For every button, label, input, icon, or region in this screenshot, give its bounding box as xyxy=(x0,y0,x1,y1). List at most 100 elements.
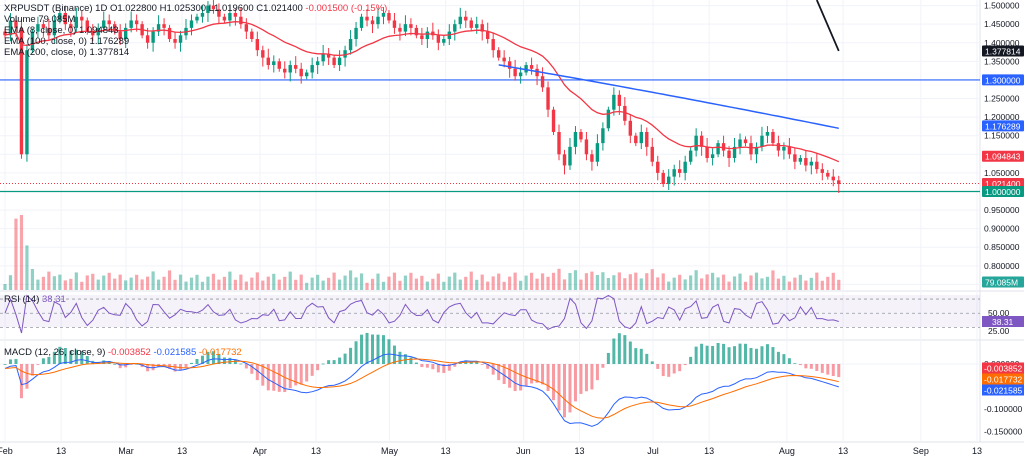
macd-histogram-bar xyxy=(552,364,556,401)
macd-histogram-bar xyxy=(113,363,117,365)
volume-bar xyxy=(195,274,199,290)
candle-body xyxy=(354,27,358,40)
volume-bar xyxy=(497,273,501,290)
macd-histogram-bar xyxy=(233,359,237,364)
macd-histogram-bar xyxy=(277,364,281,392)
volume-bar xyxy=(321,280,325,290)
volume-bar xyxy=(667,281,671,290)
macd-histogram-bar xyxy=(200,355,204,364)
macd-histogram-bar xyxy=(700,343,704,364)
candle-body xyxy=(315,61,320,66)
volume-bar xyxy=(694,270,698,290)
volume-bar xyxy=(716,277,720,290)
macd-histogram-bar xyxy=(376,334,380,364)
volume-bar xyxy=(793,277,797,290)
volume-bar xyxy=(189,277,194,290)
volume-bar xyxy=(831,272,835,290)
rsi-legend: RSI (14) 38.31 xyxy=(4,294,66,305)
volume-bar xyxy=(617,272,621,290)
volume-bar xyxy=(222,276,227,290)
candle-body xyxy=(579,131,583,140)
candle-body xyxy=(804,158,808,166)
rsi-tag xyxy=(982,316,1024,328)
macd-histogram-bar xyxy=(30,364,34,376)
candle-body xyxy=(134,20,139,25)
volume-bar xyxy=(63,280,67,290)
candle-body xyxy=(650,146,654,162)
volume-bar xyxy=(721,274,726,290)
x-tick-label: 13 xyxy=(56,446,66,456)
candle-body xyxy=(798,158,803,162)
price-tag-label: 1.300000 xyxy=(985,75,1021,85)
macd-histogram-bar xyxy=(69,350,73,364)
candle-body xyxy=(113,24,117,32)
macd-histogram-bar xyxy=(8,359,12,364)
candle-body xyxy=(656,161,660,173)
candle-body xyxy=(156,24,161,32)
macd-histogram-bar xyxy=(541,364,545,385)
symbol-readout: XRPUSDT (Binance) 1D O1.022800 H1.025300… xyxy=(4,3,387,14)
rsi-tick-label: 50.00 xyxy=(988,308,1010,318)
volume-bar xyxy=(557,268,561,290)
volume-bar xyxy=(727,281,731,290)
macd-histogram-bar xyxy=(590,364,594,390)
macd-histogram-bar xyxy=(25,364,29,389)
macd-histogram-bar xyxy=(447,364,451,371)
volume-bar xyxy=(502,281,506,290)
macd-histogram-bar xyxy=(222,357,226,364)
macd-histogram-bar xyxy=(491,364,495,375)
price-tick-label: 1.400000 xyxy=(984,38,1020,48)
candle-body xyxy=(370,20,375,25)
macd-histogram-bar xyxy=(722,343,726,364)
volume-bar xyxy=(233,279,237,290)
macd-histogram-bar xyxy=(294,364,298,386)
candle-body xyxy=(628,120,633,136)
x-tick-label: 13 xyxy=(177,446,187,456)
macd-histogram-bar xyxy=(480,364,484,365)
macd-tag xyxy=(982,362,1024,374)
macd-tag-label: -0.003852 xyxy=(984,364,1023,374)
macd-histogram-bar xyxy=(826,364,830,375)
x-tick-label: Mar xyxy=(118,446,134,456)
volume-bar xyxy=(156,279,161,290)
macd-histogram-bar xyxy=(760,346,764,364)
price-tick-label: 1.150000 xyxy=(984,131,1020,141)
macd-histogram-bar xyxy=(266,364,270,391)
volume-bar xyxy=(573,270,578,290)
macd-histogram-bar xyxy=(711,346,715,364)
candle-body xyxy=(639,131,643,144)
macd-histogram-bar xyxy=(804,364,808,369)
volume-bar xyxy=(146,276,150,290)
macd-histogram-bar xyxy=(754,348,758,364)
macd-histogram-bar xyxy=(244,364,248,369)
candle-body xyxy=(217,9,221,17)
candle-body xyxy=(776,143,781,151)
candle-body xyxy=(189,20,194,28)
candle-body xyxy=(540,76,545,88)
volume-bar xyxy=(683,279,687,290)
macd-histogram-bar xyxy=(19,364,23,399)
macd-histogram-bar xyxy=(727,347,731,364)
candle-body xyxy=(436,35,441,43)
macd-histogram-bar xyxy=(36,364,40,365)
macd-histogram-bar xyxy=(815,364,819,371)
macd-histogram-bar xyxy=(716,343,720,364)
candle-body xyxy=(359,16,364,28)
candle-body xyxy=(392,20,397,28)
price-tick-label: 1.350000 xyxy=(984,56,1020,66)
macd-histogram-bar xyxy=(14,359,18,364)
volume-bar xyxy=(820,280,824,290)
volume-bar xyxy=(524,275,528,290)
candle-body xyxy=(19,27,24,155)
candle-body xyxy=(634,135,638,144)
price-tag xyxy=(982,276,1024,288)
macd-histogram-bar xyxy=(508,364,512,388)
candle-body xyxy=(809,161,814,166)
volume-bar xyxy=(91,273,95,290)
volume-bar xyxy=(365,282,369,290)
legend-ema8: EMA (8, close, 0) 1.094843 xyxy=(4,25,119,36)
candle-body xyxy=(568,146,572,166)
volume-bar xyxy=(107,272,111,290)
